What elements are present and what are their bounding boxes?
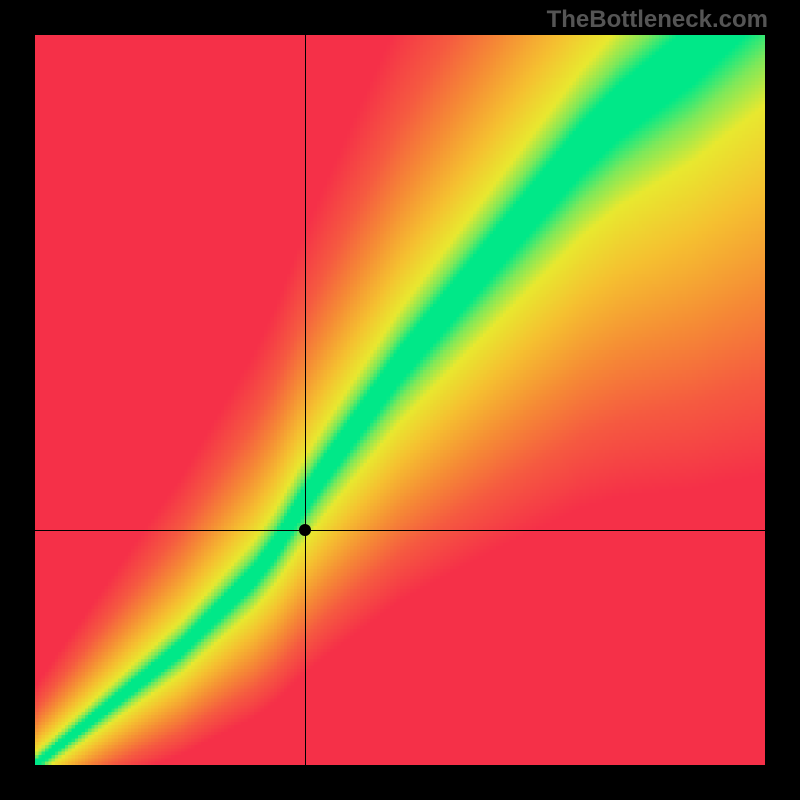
watermark-text: TheBottleneck.com: [547, 6, 768, 34]
heatmap-plot-area: [35, 35, 765, 765]
crosshair-marker[interactable]: [299, 524, 311, 536]
crosshair-vertical: [305, 35, 306, 765]
crosshair-horizontal: [35, 530, 765, 531]
heatmap-canvas: [35, 35, 765, 765]
